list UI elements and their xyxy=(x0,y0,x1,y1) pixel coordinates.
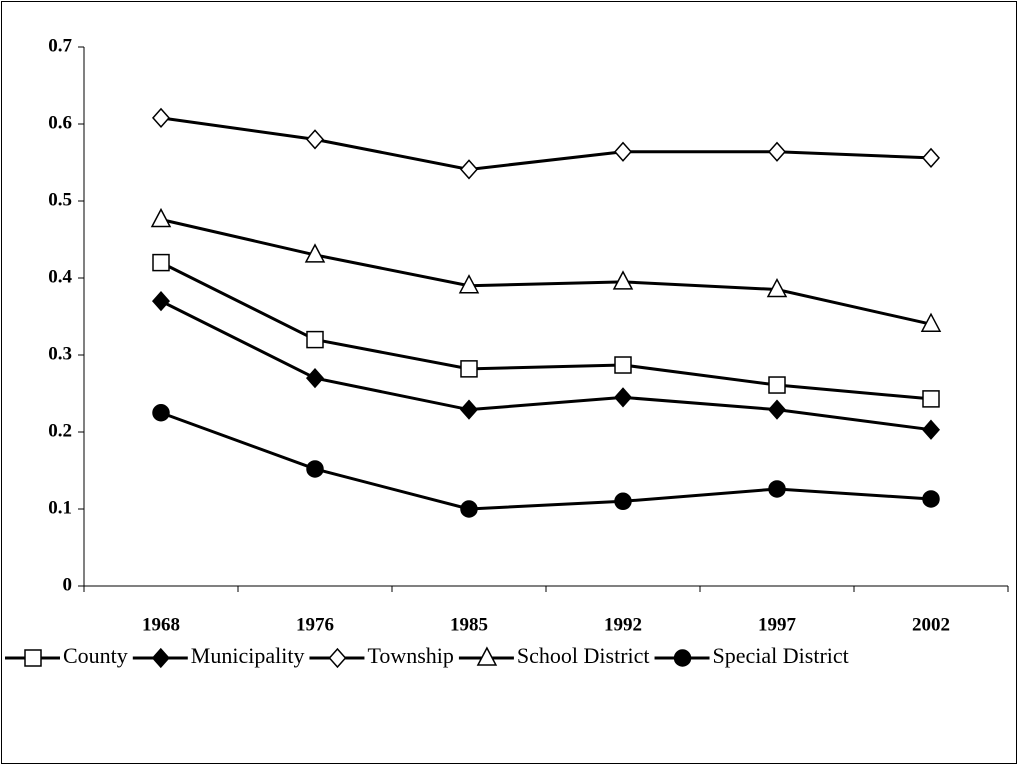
y-tick-label: 0.4 xyxy=(48,266,72,287)
y-tick-label: 0.1 xyxy=(48,497,72,518)
legend-marker xyxy=(476,646,498,666)
legend-label: County xyxy=(63,643,128,668)
data-point xyxy=(150,207,172,228)
series-line xyxy=(160,116,932,171)
data-point xyxy=(768,376,786,394)
data-point xyxy=(766,277,788,298)
data-point xyxy=(304,243,326,263)
x-tick-label: 1976 xyxy=(296,614,334,635)
data-point xyxy=(921,419,941,440)
x-tick-label: 1997 xyxy=(758,614,797,635)
data-point xyxy=(305,129,325,150)
legend-label: Municipality xyxy=(191,643,305,668)
series-line xyxy=(160,411,932,511)
data-point xyxy=(613,387,633,408)
data-point xyxy=(921,147,941,169)
y-tick-label: 0.2 xyxy=(48,420,72,441)
legend-marker xyxy=(673,649,692,667)
series-line xyxy=(160,299,932,432)
legend-marker xyxy=(151,647,170,669)
data-point xyxy=(306,330,324,349)
x-tick-label: 1968 xyxy=(142,614,180,635)
data-point xyxy=(459,159,479,180)
legend-marker xyxy=(24,649,42,667)
data-point xyxy=(458,274,480,294)
legend-label: Township xyxy=(367,643,453,668)
data-point xyxy=(460,360,478,378)
data-point xyxy=(152,404,170,422)
legend-label: Special District xyxy=(713,643,849,668)
data-point xyxy=(767,141,787,162)
data-point xyxy=(767,399,787,420)
data-point xyxy=(459,399,479,420)
data-point xyxy=(151,290,171,312)
x-tick-label: 1985 xyxy=(450,614,488,635)
y-tick-label: 0.6 xyxy=(48,112,72,133)
data-point xyxy=(151,107,171,128)
data-point xyxy=(922,490,940,508)
legend-marker xyxy=(328,647,347,669)
data-point xyxy=(612,270,634,290)
series-line xyxy=(160,218,932,326)
y-tick-label: 0.3 xyxy=(48,343,72,364)
data-point xyxy=(920,312,942,332)
data-point xyxy=(768,480,786,498)
data-point xyxy=(613,141,633,162)
y-tick-label: 0.7 xyxy=(48,35,72,56)
x-tick-label: 1992 xyxy=(604,614,642,635)
data-point xyxy=(614,492,632,511)
data-point xyxy=(922,390,940,408)
x-tick-label: 2002 xyxy=(912,614,950,635)
data-point xyxy=(460,500,478,518)
y-tick-label: 0 xyxy=(63,574,73,595)
data-point xyxy=(614,356,632,374)
data-point xyxy=(306,460,324,478)
series-line xyxy=(160,261,932,401)
data-point xyxy=(152,253,170,272)
data-point xyxy=(305,367,325,389)
legend-label: School District xyxy=(517,643,650,668)
y-tick-label: 0.5 xyxy=(48,189,72,210)
